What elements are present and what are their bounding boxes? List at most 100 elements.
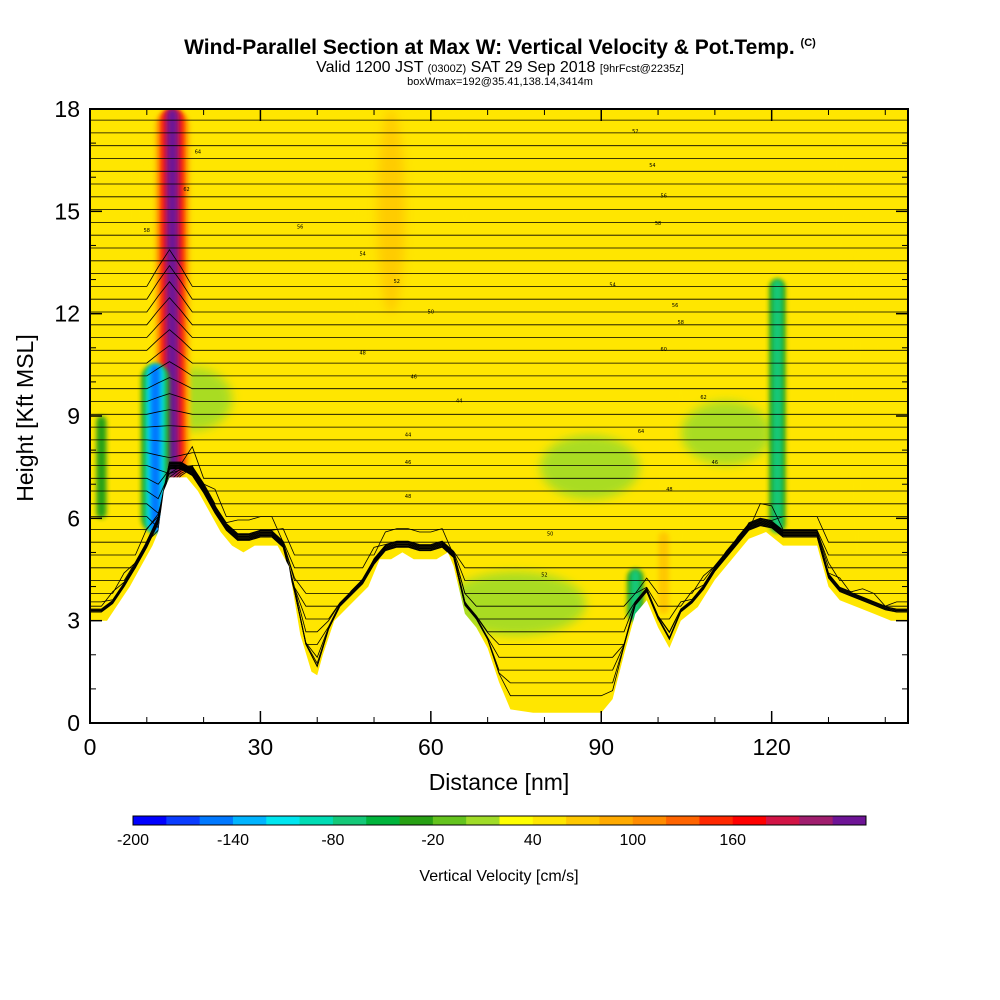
contour-label: 44 bbox=[456, 398, 462, 404]
contour-label: 52 bbox=[632, 129, 638, 135]
theta-isentrope bbox=[90, 465, 908, 500]
colorbar-swatch bbox=[499, 816, 534, 825]
contour-label: 58 bbox=[678, 320, 684, 326]
contour-label: 54 bbox=[609, 282, 615, 288]
chart-subtitle: Valid 1200 JST (0300Z) SAT 29 Sep 2018 [… bbox=[0, 59, 1000, 77]
chart-title: Wind-Parallel Section at Max W: Vertical… bbox=[0, 36, 1000, 60]
theta-isentrope bbox=[90, 466, 908, 529]
theta-isentrope bbox=[90, 329, 908, 351]
contour-label: 58 bbox=[655, 221, 661, 227]
downdraft-core bbox=[96, 416, 107, 519]
colorbar-tick-label: -200 bbox=[117, 832, 149, 849]
theta-isentrope bbox=[90, 462, 908, 581]
theta-isentrope bbox=[90, 265, 908, 300]
theta-isentrope bbox=[90, 445, 908, 485]
colorbar-swatch bbox=[332, 816, 367, 825]
theta-isentrope bbox=[90, 466, 908, 659]
theta-isentrope bbox=[90, 313, 908, 338]
y-tick-label: 3 bbox=[67, 608, 80, 634]
colorbar-swatch bbox=[266, 816, 300, 825]
contour-label: 52 bbox=[541, 572, 547, 578]
near-zero-patch bbox=[539, 435, 640, 500]
theta-isentrope bbox=[90, 439, 908, 443]
colorbar-tick-label: -140 bbox=[217, 832, 249, 849]
contour-label: 58 bbox=[144, 228, 150, 234]
contour-label: 50 bbox=[547, 531, 553, 537]
colorbar-swatch bbox=[532, 816, 567, 825]
colorbar-tick-label: -20 bbox=[421, 832, 444, 849]
theta-isentrope bbox=[90, 248, 908, 287]
colorbar-swatch bbox=[699, 816, 734, 825]
contour-label: 46 bbox=[405, 460, 411, 466]
colorbar-swatch bbox=[799, 816, 834, 825]
colorbar-swatch bbox=[599, 816, 634, 825]
y-tick-label: 15 bbox=[54, 198, 80, 224]
theta-isentrope bbox=[90, 468, 908, 697]
colorbar-swatch bbox=[566, 816, 600, 825]
contour-label: 46 bbox=[411, 374, 417, 380]
x-tick-label: 0 bbox=[84, 734, 97, 760]
y-axis-title: Height [Kft MSL] bbox=[12, 334, 38, 501]
contour-label: 62 bbox=[183, 187, 189, 193]
band bbox=[825, 109, 854, 280]
contour-label: 48 bbox=[405, 494, 411, 500]
colorbar-swatch bbox=[232, 816, 267, 825]
x-tick-label: 90 bbox=[588, 734, 614, 760]
contour-label: 56 bbox=[672, 303, 678, 309]
theta-isentrope bbox=[90, 297, 908, 326]
contour-label: 54 bbox=[359, 252, 365, 258]
theta-isentrope bbox=[90, 345, 908, 364]
terrain-profile bbox=[90, 477, 908, 723]
band bbox=[377, 109, 406, 314]
theta-isentrope bbox=[90, 361, 908, 377]
contour-label: 48 bbox=[359, 351, 365, 357]
band bbox=[450, 109, 479, 246]
theta-isentrope bbox=[90, 465, 908, 514]
colorbar-tick-label: 40 bbox=[524, 832, 542, 849]
theta-isentrope bbox=[90, 409, 908, 415]
contour-label: 46 bbox=[712, 460, 718, 466]
updraft-core bbox=[167, 109, 178, 478]
colorbar-swatch bbox=[766, 816, 800, 825]
theta-isentrope bbox=[90, 465, 908, 633]
band bbox=[121, 109, 150, 280]
theta-isentrope bbox=[90, 467, 908, 543]
colorbar-label: Vertical Velocity [cm/s] bbox=[419, 868, 578, 885]
valid-prefix: Valid 1200 JST bbox=[316, 59, 424, 76]
colorbar-swatch bbox=[366, 816, 400, 825]
theta-isentrope bbox=[90, 281, 908, 313]
colorbar-swatch bbox=[299, 816, 334, 825]
contour-label: 60 bbox=[661, 347, 667, 353]
forecast-info: [9hrFcst@2235z] bbox=[599, 63, 684, 75]
theta-isentrope bbox=[90, 464, 908, 607]
colorbar-swatch bbox=[432, 816, 467, 825]
near-zero-patch bbox=[681, 401, 772, 466]
y-tick-label: 6 bbox=[67, 505, 80, 531]
y-tick-label: 18 bbox=[54, 96, 80, 122]
colorbar-swatch bbox=[666, 816, 700, 825]
colorbar-swatch bbox=[133, 816, 167, 825]
updraft-core bbox=[658, 531, 669, 614]
axes: 0 30 60 90 120 0 3 6 9 12 15 18 bbox=[54, 96, 908, 760]
colorbar-tick-label: 100 bbox=[619, 832, 646, 849]
downdraft-core bbox=[772, 279, 783, 532]
y-tick-label: 9 bbox=[67, 403, 80, 429]
colorbar-frame bbox=[132, 815, 867, 826]
theta-isentrope bbox=[90, 464, 908, 620]
valid-utc: (0300Z) bbox=[427, 63, 467, 75]
theta-isentrope bbox=[90, 462, 908, 569]
colorbar-swatch bbox=[199, 816, 234, 825]
near-zero-patch bbox=[446, 571, 587, 636]
theta-isentrope bbox=[90, 393, 908, 402]
band bbox=[666, 347, 695, 587]
x-tick-label: 30 bbox=[248, 734, 274, 760]
copyright-mark: (C) bbox=[800, 37, 816, 49]
contour-label: 52 bbox=[394, 279, 400, 285]
colorbar-tick-label: -80 bbox=[321, 832, 344, 849]
theta-isentrope bbox=[90, 465, 908, 475]
x-axis-title: Distance [nm] bbox=[429, 769, 570, 795]
valid-date: SAT 29 Sep 2018 bbox=[470, 59, 596, 76]
contour-label: 50 bbox=[428, 310, 434, 316]
contour-label: 64 bbox=[638, 429, 644, 435]
